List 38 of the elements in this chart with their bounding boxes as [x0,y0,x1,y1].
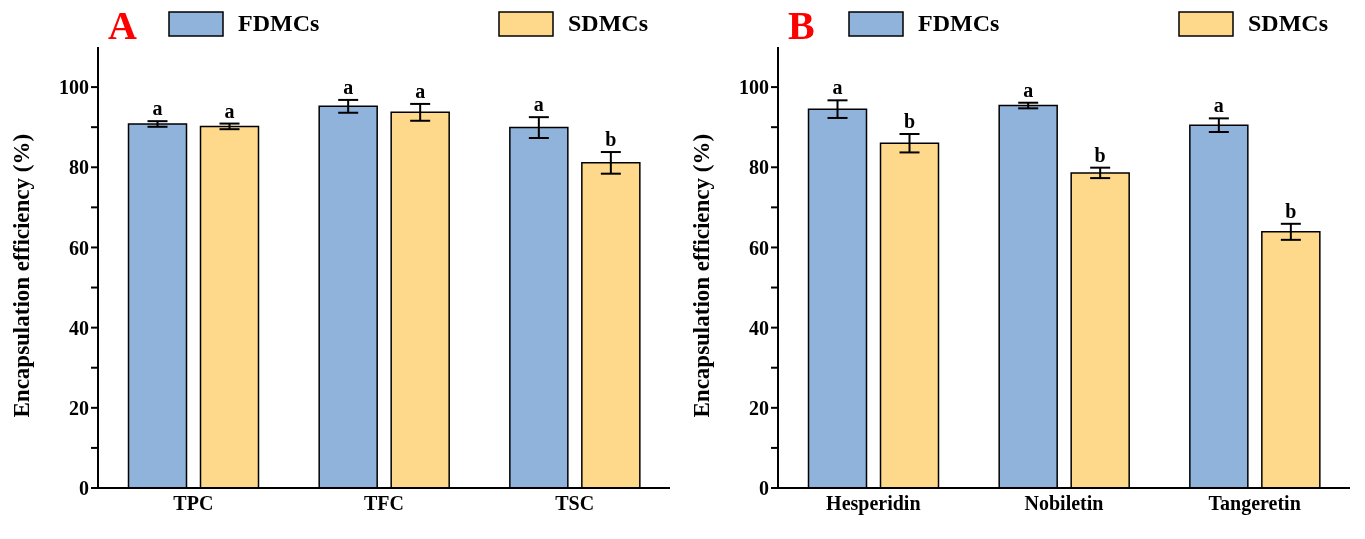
x-tick-label: TSC [555,492,595,515]
y-axis-title: Encapsulation efficiency (%) [9,133,35,418]
y-tick-label: 20 [749,396,769,419]
y-tick-label: 40 [69,316,89,339]
data-label: a [152,97,163,120]
y-tick-label: 20 [69,396,89,419]
x-tick-label: TFC [364,492,404,515]
legend-label: FDMCs [918,10,1000,37]
legend-label: FDMCs [238,10,320,37]
x-tick-label: Nobiletin [1024,492,1104,515]
y-tick-label: 40 [749,316,769,339]
x-tick-label: Hesperidin [826,492,921,516]
data-label: a [533,93,544,116]
y-tick-label: 0 [759,477,769,500]
chart-title: B [788,2,815,49]
y-tick-label: 100 [59,76,89,99]
y-tick-label: 100 [739,76,769,99]
data-label: a [415,79,426,102]
x-tick-label: Tangeretin [1208,492,1301,516]
y-tick-label: 60 [69,236,89,259]
legend-label: SDMCs [1247,10,1328,37]
chart-title: A [108,2,137,49]
x-tick-label: TPC [173,492,214,515]
y-tick-label: 60 [749,236,769,259]
data-label: a [832,76,843,99]
legend-label: SDMCs [567,10,648,37]
data-label: b [903,110,916,132]
data-label: a [1213,94,1224,117]
data-label: a [224,99,235,122]
data-label: b [1094,143,1106,166]
y-tick-label: 80 [749,156,769,179]
y-tick-label: 80 [69,156,89,179]
y-axis-title: Encapsulation efficiency (%) [689,133,715,418]
data-label: a [343,75,354,98]
data-label: b [605,128,617,151]
data-label: b [1285,199,1297,222]
data-label: a [1023,78,1034,101]
y-tick-label: 0 [79,477,89,500]
